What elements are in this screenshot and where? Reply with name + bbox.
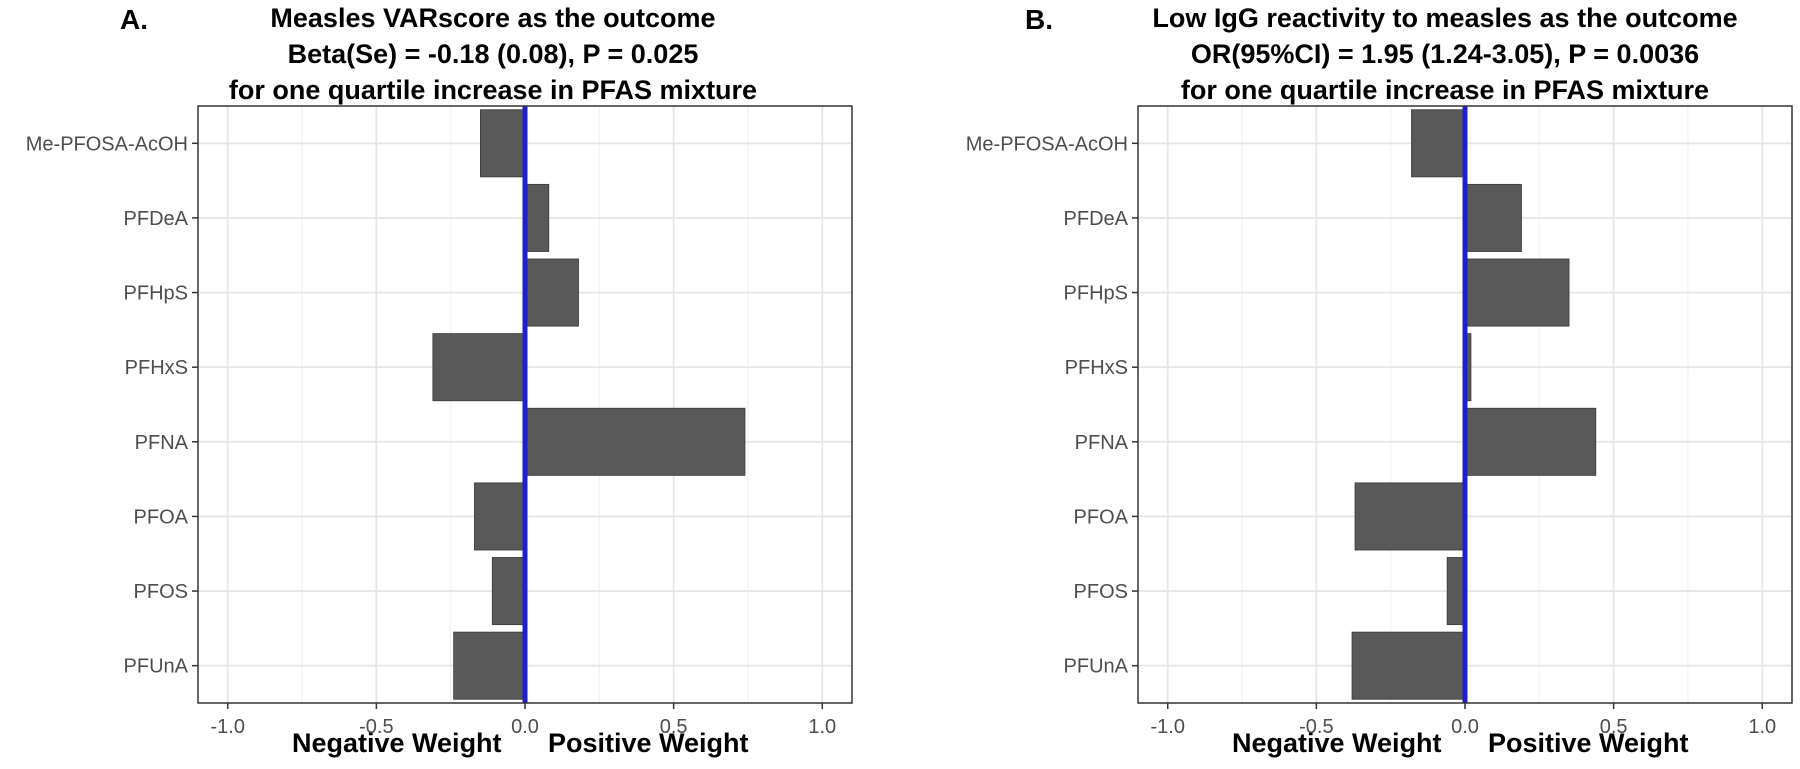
panel-a-title-line-3: for one quartile increase in PFAS mixtur…: [228, 75, 758, 105]
panel-b-negative-weight-label: Negative Weight: [1232, 728, 1442, 758]
panel-a-positive-weight-label: Positive Weight: [548, 728, 749, 758]
panel-a-bar-pfos: [491, 557, 526, 626]
panel-b-bar-pfna: [1464, 407, 1597, 476]
panel-a-y-tick-label: PFHpS: [124, 283, 188, 305]
panel-a-x-tick-label: 0.5: [660, 716, 688, 738]
panel-a-title: Measles VARscore as the outcome Beta(Se)…: [198, 0, 788, 108]
panel-a-bar-me-pfosa-acoh: [480, 109, 526, 178]
panel-a-bar-pfna: [524, 407, 746, 476]
panel-a-label: A.: [120, 4, 148, 35]
panel-a-bar-pfdea: [524, 183, 550, 252]
panel-a-y-tick-label: Me-PFOSA-AcOH: [26, 133, 188, 155]
panel-b-x-tick-label: -0.5: [1299, 716, 1333, 738]
panel-b-title-line-2: OR(95%CI) = 1.95 (1.24-3.05), P = 0.0036: [1190, 39, 1700, 69]
panel-a-bar-pfhps: [524, 258, 579, 327]
panel-b-bar-pfoa: [1354, 482, 1466, 551]
panel-b-title-line-3: for one quartile increase in PFAS mixtur…: [1180, 75, 1710, 105]
panel-b-positive-weight-label: Positive Weight: [1488, 728, 1689, 758]
panel-b-bar-pfuna: [1351, 631, 1466, 700]
panel-a-negative-weight-label: Negative Weight: [292, 728, 502, 758]
panel-a-y-tick-label: PFHxS: [125, 357, 188, 379]
panel-b-y-tick-label: PFOS: [1074, 581, 1128, 603]
panel-a-plot: Me-PFOSA-AcOH PFDeA PFHpS PFHxS PFNA PFOA PFOS…: [26, 105, 853, 738]
panel-b-y-tick-label: PFHpS: [1064, 283, 1128, 305]
panel-b-title: Low IgG reactivity to measles as the out…: [1080, 0, 1800, 108]
panel-a-title-line-2: Beta(Se) = -0.18 (0.08), P = 0.025: [287, 39, 699, 69]
panel-a-title-line-1: Measles VARscore as the outcome: [270, 3, 716, 33]
panel-b-y-tick-label: PFDeA: [1064, 208, 1129, 230]
panel-a-y-tick-label: PFOS: [134, 581, 188, 603]
panel-b-y-tick-label: PFHxS: [1065, 357, 1128, 379]
panel-b-bar-pfdea: [1464, 183, 1522, 252]
panel-a-y-tick-label: PFDeA: [124, 208, 189, 230]
panel-b-x-tick-label: -1.0: [1150, 716, 1184, 738]
panel-a-x-tick-label: 1.0: [808, 716, 836, 738]
panel-b-plot: Me-PFOSA-AcOH PFDeA PFHpS PFHxS PFNA PFOA PFOS…: [966, 105, 1793, 738]
panel-b-title-line-1: Low IgG reactivity to measles as the out…: [1152, 3, 1738, 33]
panel-a-y-tick-label: PFOA: [134, 506, 189, 528]
panel-a-y-tick-label: PFUnA: [124, 656, 189, 678]
panel-a-x-tick-label: -1.0: [210, 716, 244, 738]
panel-a-y-tick-label: PFNA: [135, 432, 189, 454]
panel-b-y-tick-label: PFUnA: [1064, 656, 1129, 678]
panel-b-y-tick-label: PFNA: [1075, 432, 1129, 454]
panel-b-x-tick-label: 1.0: [1748, 716, 1776, 738]
panel-a-x-tick-label: 0.0: [511, 716, 539, 738]
panel-b-x-tick-label: 0.0: [1451, 716, 1479, 738]
panel-b-label: B.: [1025, 4, 1053, 35]
panel-a-bar-pfhxs: [432, 333, 526, 402]
panel-b-bar-pfos: [1446, 557, 1466, 626]
panel-b-y-tick-label: Me-PFOSA-AcOH: [966, 133, 1128, 155]
panel-a-x-tick-label: -0.5: [359, 716, 393, 738]
panel-b-bar-pfhps: [1464, 258, 1570, 327]
panel-b-y-tick-label: PFOA: [1074, 506, 1129, 528]
panel-a-bar-pfuna: [453, 631, 526, 700]
panel-b-bar-me-pfosa-acoh: [1411, 109, 1466, 178]
panel-a-bar-pfoa: [474, 482, 526, 551]
panel-b-x-tick-label: 0.5: [1600, 716, 1628, 738]
